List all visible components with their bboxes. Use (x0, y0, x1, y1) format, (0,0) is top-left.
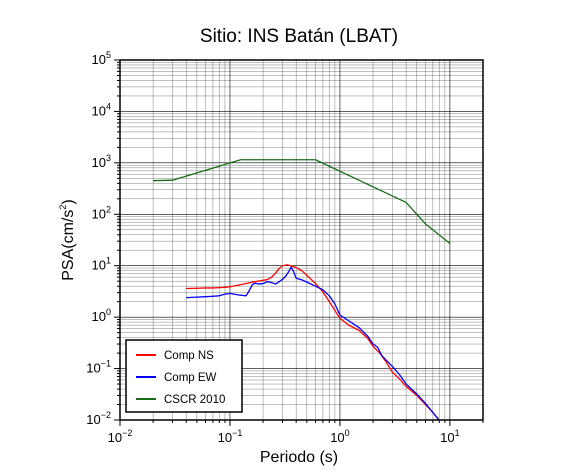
legend-label: Comp NS (164, 350, 214, 362)
y-tick-label: 103 (92, 153, 111, 170)
y-axis-label-main: PSA(cm/s (60, 210, 77, 281)
series-line-comp-ns (186, 264, 440, 420)
plot-frame (119, 59, 484, 421)
y-axis-label-sup: 2 (58, 205, 68, 210)
series-line-comp-ew (186, 266, 440, 420)
legend-label: CSCR 2010 (164, 394, 225, 406)
y-tick-label: 10−1 (86, 359, 111, 376)
x-tick-label: 10−2 (108, 428, 133, 445)
legend-label: Comp EW (164, 372, 217, 384)
x-ticks: 10−2 10−1 100 101 (108, 420, 484, 445)
x-tick-label: 101 (440, 428, 459, 445)
series-line-cscr-2010 (153, 159, 451, 245)
legend: Comp NS Comp EW CSCR 2010 (125, 339, 243, 413)
series-layer (153, 159, 451, 420)
y-tick-label: 104 (92, 101, 111, 118)
grid (119, 59, 484, 421)
y-tick-label: 10−2 (86, 410, 111, 427)
x-axis-label: Periodo (s) (260, 449, 338, 466)
x-tick-label: 10−1 (218, 428, 243, 445)
y-axis-label-close: ) (60, 199, 77, 204)
y-tick-label: 102 (92, 204, 111, 221)
x-tick-label: 100 (330, 428, 349, 445)
y-ticks: 10−2 10−1 100 101 102 103 104 105 (86, 50, 120, 427)
chart-title: Sitio: INS Batán (LBAT) (200, 26, 398, 47)
y-axis-label: PSA(cm/s2) (58, 199, 77, 280)
y-tick-label: 105 (92, 50, 111, 67)
y-tick-label: 101 (92, 256, 111, 273)
y-tick-label: 100 (92, 307, 111, 324)
